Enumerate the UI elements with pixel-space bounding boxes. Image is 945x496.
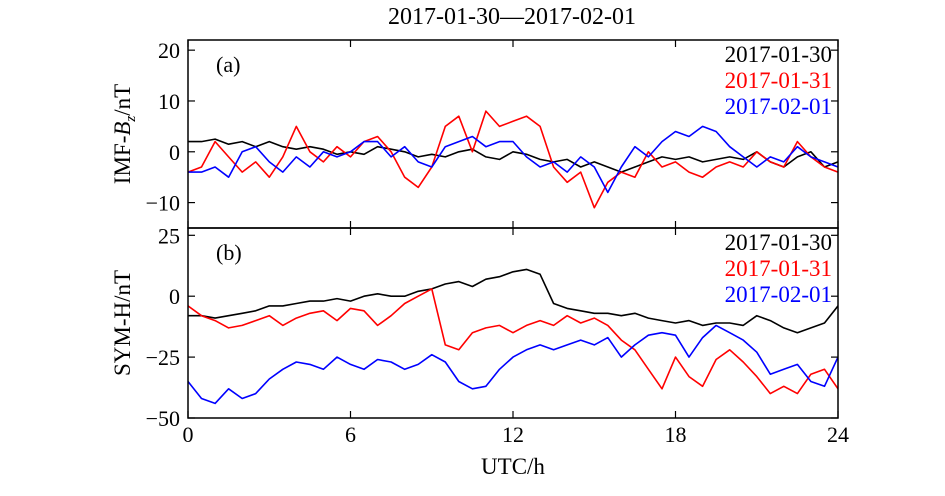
series-line-2017-02-01 [188, 324, 838, 405]
y-tick-label: −50 [146, 406, 180, 431]
legend-entry: 2017-01-31 [725, 256, 832, 281]
legend-entry: 2017-01-30 [725, 42, 832, 67]
legend-entry: 2017-02-01 [725, 94, 832, 119]
series-group [188, 110, 838, 209]
y-tick-label: 10 [158, 89, 180, 114]
x-axis-label: UTC/h [481, 454, 545, 479]
series-group [188, 268, 838, 405]
x-tick-label: 18 [665, 422, 687, 447]
panel-label: (b) [216, 240, 242, 265]
series-line-2017-01-30 [188, 268, 838, 334]
legend-entry: 2017-02-01 [725, 282, 832, 307]
y-axis-label: IMF-Bz/nT [110, 84, 139, 184]
series-line-2017-01-31 [188, 110, 838, 209]
y-axis-label-var: B [110, 122, 135, 136]
y-axis-label: SYM-H/nT [110, 270, 135, 376]
series-line-2017-01-31 [188, 288, 838, 395]
panel-b: −50 −25 0 25 0 6 12 18 24 (b) 2017-01-302017-01-31… [110, 223, 849, 479]
series-line-2017-01-30 [188, 138, 838, 173]
y-axis-label-prefix: IMF- [110, 136, 135, 185]
figure-title: 2017-01-30—2017-02-01 [388, 4, 636, 30]
y-axis-label-suffix: /nT [110, 84, 135, 116]
y-tick-label: −25 [146, 345, 180, 370]
panel-label: (a) [216, 52, 240, 77]
legend-entry: 2017-01-31 [725, 68, 832, 93]
y-tick-label: 0 [169, 140, 180, 165]
series-line-2017-02-01 [188, 125, 838, 194]
panel-a: −10 0 10 20 (a) 2017-01-302017-01-312017-02-0… [110, 38, 839, 229]
legend-entry: 2017-01-30 [725, 230, 832, 255]
y-tick-label: −10 [146, 191, 180, 216]
x-tick-label: 24 [827, 422, 849, 447]
x-tick-label: 12 [502, 422, 524, 447]
y-tick-label: 25 [158, 223, 180, 248]
x-tick-label: 6 [345, 422, 356, 447]
y-axis-label-sub: z [123, 116, 139, 123]
y-tick-label: 20 [158, 38, 180, 63]
y-tick-label: 0 [169, 284, 180, 309]
x-tick-label: 0 [183, 422, 194, 447]
